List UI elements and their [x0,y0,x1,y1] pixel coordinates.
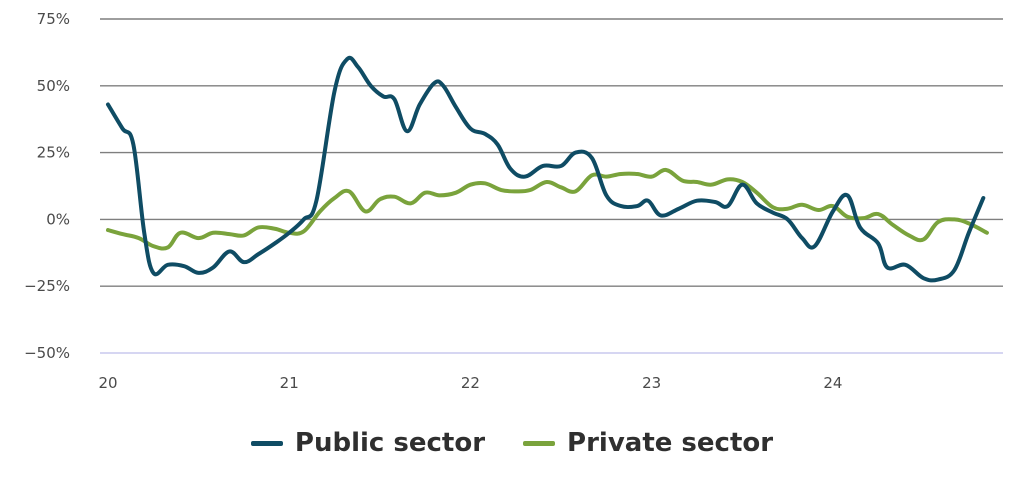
legend-item-private-sector: Private sector [523,428,773,458]
series-line-private-sector [106,167,989,251]
x-tick-label: 20 [98,374,117,392]
y-axis-ticks: 75% 50% 25% 0% −25% −50% [24,10,70,362]
series-lines [106,55,989,283]
legend-item-public-sector: Public sector [250,428,486,458]
legend-label-private-sector: Private sector [567,428,774,458]
legend-swatch-private-sector [523,440,556,446]
series-line-public-sector [106,55,986,283]
y-tick-label: 25% [37,144,70,162]
x-tick-label: 22 [461,374,480,392]
y-tick-label: 75% [37,10,70,28]
legend-swatch-public-sector [250,440,283,446]
x-tick-label: 24 [823,374,842,392]
legend: Public sector Private sector [0,428,1024,458]
line-chart: 75% 50% 25% 0% −25% −50% 20 21 22 23 24 [24,10,1003,392]
y-tick-label: −25% [24,277,70,295]
legend-label-public-sector: Public sector [294,428,486,458]
x-axis-ticks: 20 21 22 23 24 [98,374,842,392]
x-tick-label: 21 [280,374,299,392]
x-tick-label: 23 [642,374,661,392]
y-tick-label: −50% [24,344,70,362]
y-tick-label: 50% [37,77,70,95]
grid-lines [100,18,1003,354]
y-tick-label: 0% [46,210,70,228]
